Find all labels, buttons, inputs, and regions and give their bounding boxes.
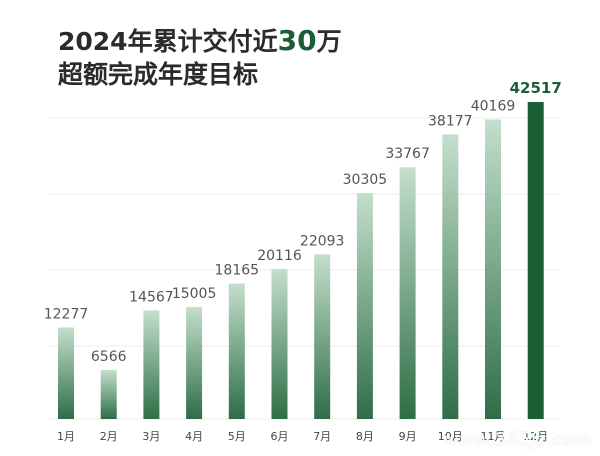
value-label: 42517	[510, 79, 562, 97]
title-suffix: 万	[316, 27, 342, 56]
bar-4月	[186, 307, 203, 419]
bar-11月	[485, 119, 501, 419]
value-label: 38177	[428, 113, 473, 129]
bar-5月	[228, 283, 245, 419]
x-tick-label: 9月	[399, 430, 417, 443]
bar-8月	[356, 193, 373, 419]
chart-title: 2024年累计交付近30万 超额完成年度目标	[58, 24, 342, 91]
value-label: 12277	[44, 306, 89, 322]
value-label: 22093	[300, 233, 345, 249]
value-label: 15005	[172, 286, 217, 302]
bar-6月	[271, 269, 288, 419]
x-tick-label: 8月	[356, 430, 374, 443]
title-highlight-number: 30	[277, 24, 317, 57]
x-tick-label: 5月	[228, 430, 246, 443]
value-label: 33767	[385, 146, 430, 162]
x-tick-label: 10月	[438, 430, 463, 443]
watermark-text: www.365jz.com	[442, 429, 592, 450]
bar-7月	[314, 254, 331, 419]
value-label: 18165	[215, 263, 260, 279]
bar-1月	[58, 327, 74, 419]
bar-12月	[527, 102, 544, 419]
value-label: 20116	[257, 248, 302, 264]
x-tick-label: 7月	[313, 430, 331, 443]
x-tick-label: 3月	[142, 430, 160, 443]
bar-9月	[399, 167, 416, 419]
x-tick-label: 12月	[523, 430, 548, 443]
x-tick-label: 6月	[271, 430, 289, 443]
title-line-1: 2024年累计交付近30万	[58, 24, 342, 58]
value-label: 30305	[343, 172, 388, 188]
x-tick-label: 2月	[100, 430, 118, 443]
value-label: 6566	[91, 349, 127, 365]
title-line-2: 超额完成年度目标	[58, 60, 259, 89]
x-tick-label: 11月	[481, 430, 506, 443]
x-tick-label: 1月	[57, 430, 75, 443]
bar-3月	[143, 310, 160, 419]
value-label: 40169	[471, 99, 516, 115]
bar-10月	[442, 134, 459, 420]
x-tick-label: 4月	[185, 430, 203, 443]
bar-2月	[100, 370, 117, 419]
title-prefix: 2024年累计交付近	[58, 27, 278, 56]
value-label: 14567	[129, 289, 174, 305]
